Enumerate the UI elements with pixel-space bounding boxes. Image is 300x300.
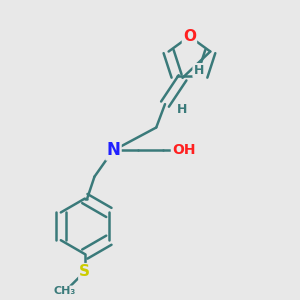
- Text: H: H: [194, 64, 204, 77]
- Text: N: N: [106, 141, 120, 159]
- Text: H: H: [177, 103, 188, 116]
- Text: CH₃: CH₃: [54, 286, 76, 296]
- Text: S: S: [79, 264, 90, 279]
- Text: H: H: [180, 144, 190, 157]
- Text: O: O: [183, 29, 196, 44]
- Text: OH: OH: [172, 143, 195, 157]
